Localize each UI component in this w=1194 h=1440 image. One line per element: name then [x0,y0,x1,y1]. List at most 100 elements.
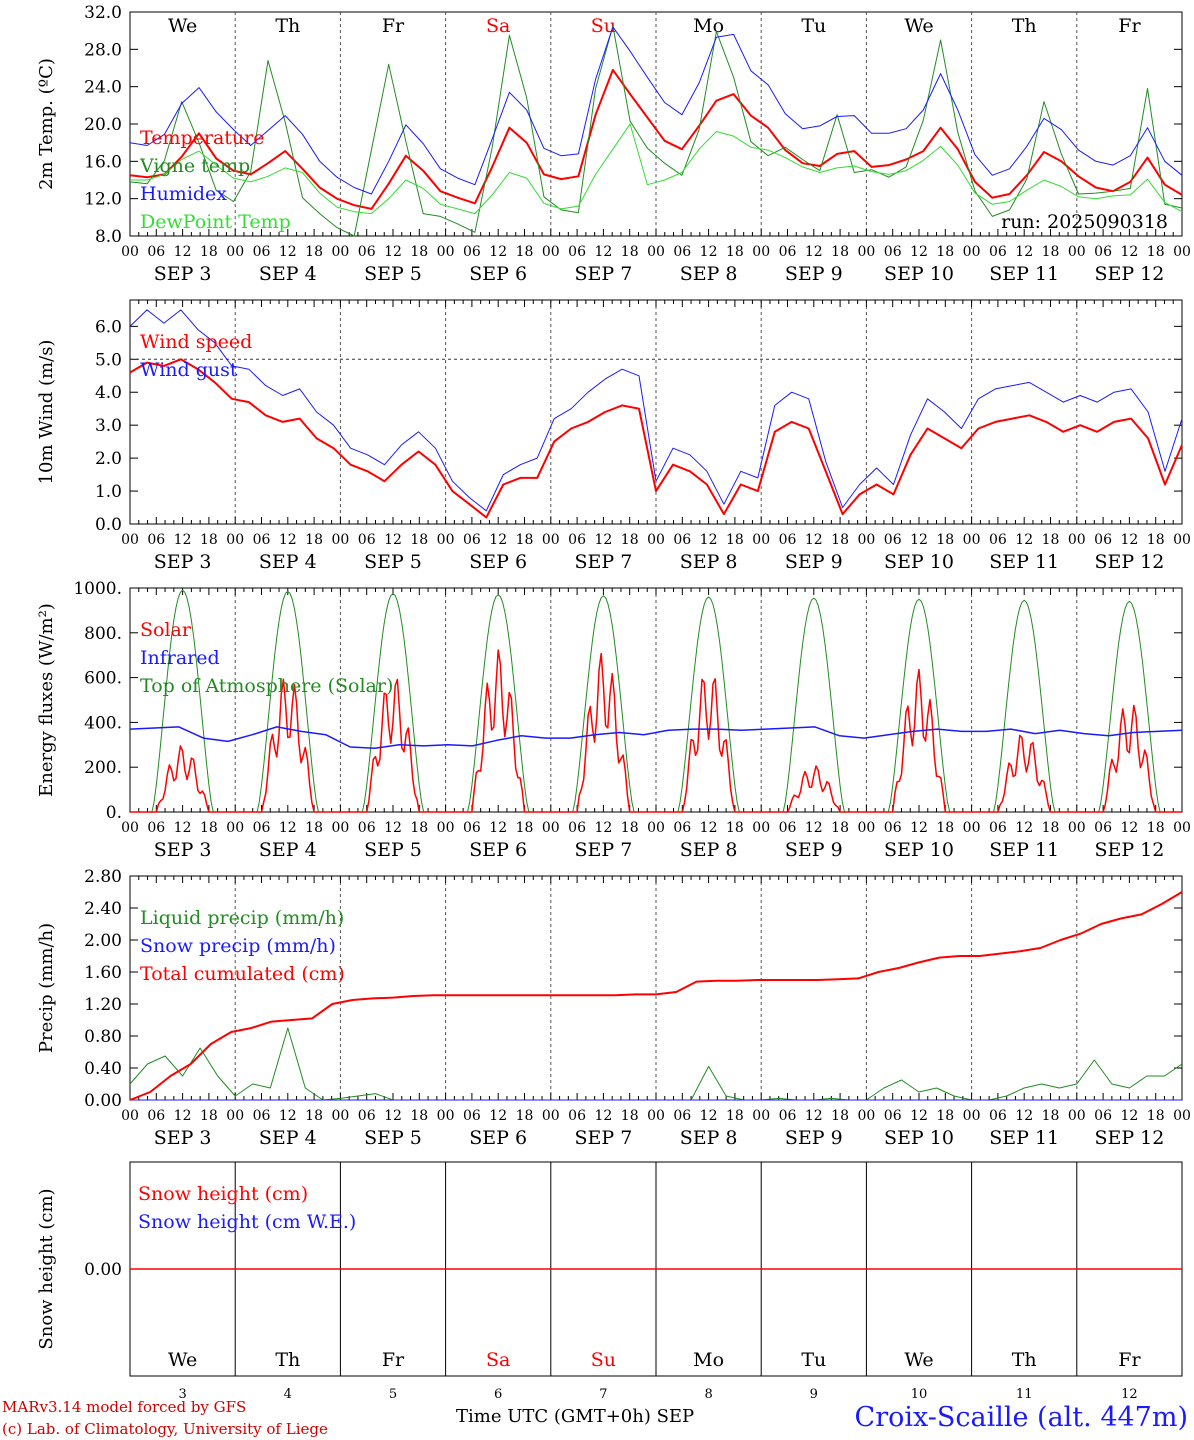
hour-tick-label: 12 [594,244,612,260]
hour-tick-label: 06 [779,532,797,548]
day-name: Tu [801,15,826,37]
hour-tick-label: 18 [621,820,639,836]
hour-tick-label: 18 [1147,820,1165,836]
hour-tick-label: 18 [936,244,954,260]
model-credit: MARv3.14 model forced by GFS [2,1398,247,1416]
hour-tick-label: 00 [1068,1108,1086,1124]
date-label: SEP 10 [884,263,954,285]
date-label: SEP 8 [680,551,738,573]
bottom-day-name: Sa [486,1349,510,1371]
hour-tick-label: 00 [331,532,349,548]
hour-tick-label: 12 [910,532,928,548]
hour-tick-label: 12 [1015,1108,1033,1124]
hour-tick-label: 12 [594,820,612,836]
hour-tick-label: 18 [200,532,218,548]
date-label: SEP 3 [154,1127,212,1149]
hour-tick-label: 12 [1120,1108,1138,1124]
y-tick-label: 24.0 [84,78,122,98]
hour-tick-label: 18 [621,244,639,260]
y-tick-label: 0.80 [84,1027,122,1047]
hour-tick-label: 00 [963,820,981,836]
hour-tick-label: 06 [463,532,481,548]
y-tick-label: 2.00 [84,931,122,951]
hour-tick-label: 00 [121,820,139,836]
bottom-day-number: 9 [810,1387,818,1402]
hour-tick-label: 00 [331,1108,349,1124]
y-tick-label: 0.00 [84,1260,122,1280]
hour-tick-label: 06 [358,532,376,548]
hour-tick-label: 06 [884,820,902,836]
hour-tick-label: 00 [437,1108,455,1124]
y-tick-label: 12.0 [84,190,122,210]
date-label: SEP 12 [1094,263,1164,285]
hour-tick-label: 00 [857,1108,875,1124]
date-label: SEP 7 [574,839,632,861]
run-label: run: 2025090318 [1001,211,1168,233]
hour-tick-label: 06 [147,1108,165,1124]
bottom-day-name: Mo [693,1349,724,1371]
hour-tick-label: 00 [647,1108,665,1124]
y-tick-label: 32.0 [84,3,122,23]
hour-tick-label: 06 [253,532,271,548]
y-tick-label: 200. [84,758,122,778]
y-tick-label: 4.0 [95,383,122,403]
hour-tick-label: 18 [1147,532,1165,548]
bottom-day-name: We [904,1349,933,1371]
date-label: SEP 11 [989,551,1059,573]
hour-tick-label: 00 [331,244,349,260]
y-tick-label: 0.0 [95,515,122,535]
hour-tick-label: 12 [279,532,297,548]
hour-tick-label: 12 [174,1108,192,1124]
hour-tick-label: 00 [542,1108,560,1124]
legend-energy-0: Solar [140,619,192,641]
hour-tick-label: 12 [805,244,823,260]
hour-tick-label: 06 [989,820,1007,836]
hour-tick-label: 00 [121,532,139,548]
hour-tick-label: 00 [1173,532,1191,548]
hour-tick-label: 06 [989,532,1007,548]
hour-tick-label: 06 [673,244,691,260]
date-label: SEP 11 [989,263,1059,285]
date-label: SEP 5 [364,263,422,285]
y-tick-label: 28.0 [84,40,122,60]
hour-tick-label: 00 [752,532,770,548]
hour-tick-label: 06 [147,244,165,260]
hour-tick-label: 18 [726,532,744,548]
legend-energy-2: Top of Atmosphere (Solar) [140,675,393,697]
hour-tick-label: 00 [1173,244,1191,260]
hour-tick-label: 18 [936,820,954,836]
legend-snow-1: Snow height (cm W.E.) [138,1211,356,1233]
series-line-0 [129,68,1183,210]
bottom-day-name: Fr [1118,1349,1141,1371]
hour-tick-label: 00 [1068,532,1086,548]
hour-tick-label: 00 [963,1108,981,1124]
date-label: SEP 8 [680,263,738,285]
hour-tick-label: 18 [305,532,323,548]
hour-tick-label: 00 [437,820,455,836]
hour-tick-label: 06 [884,532,902,548]
y-axis-label: 2m Temp. (ºC) [36,58,57,190]
day-name: Fr [382,15,405,37]
hour-tick-label: 12 [384,1108,402,1124]
day-name: Th [1012,15,1037,37]
hour-tick-label: 06 [673,532,691,548]
date-label: SEP 3 [154,839,212,861]
hour-tick-label: 06 [1094,820,1112,836]
hour-tick-label: 06 [147,820,165,836]
series-line-solar [130,649,1182,813]
hour-tick-label: 18 [516,820,534,836]
hour-tick-label: 12 [910,820,928,836]
hour-tick-label: 06 [673,1108,691,1124]
hour-tick-label: 12 [1015,820,1033,836]
date-label: SEP 3 [154,263,212,285]
hour-tick-label: 12 [910,1108,928,1124]
hour-tick-label: 00 [121,1108,139,1124]
hour-tick-label: 06 [779,244,797,260]
day-name: Mo [693,15,724,37]
bottom-day-name: Su [591,1349,616,1371]
hour-tick-label: 00 [647,532,665,548]
hour-tick-label: 06 [253,1108,271,1124]
hour-tick-label: 06 [568,820,586,836]
hour-tick-label: 18 [200,1108,218,1124]
date-label: SEP 7 [574,263,632,285]
